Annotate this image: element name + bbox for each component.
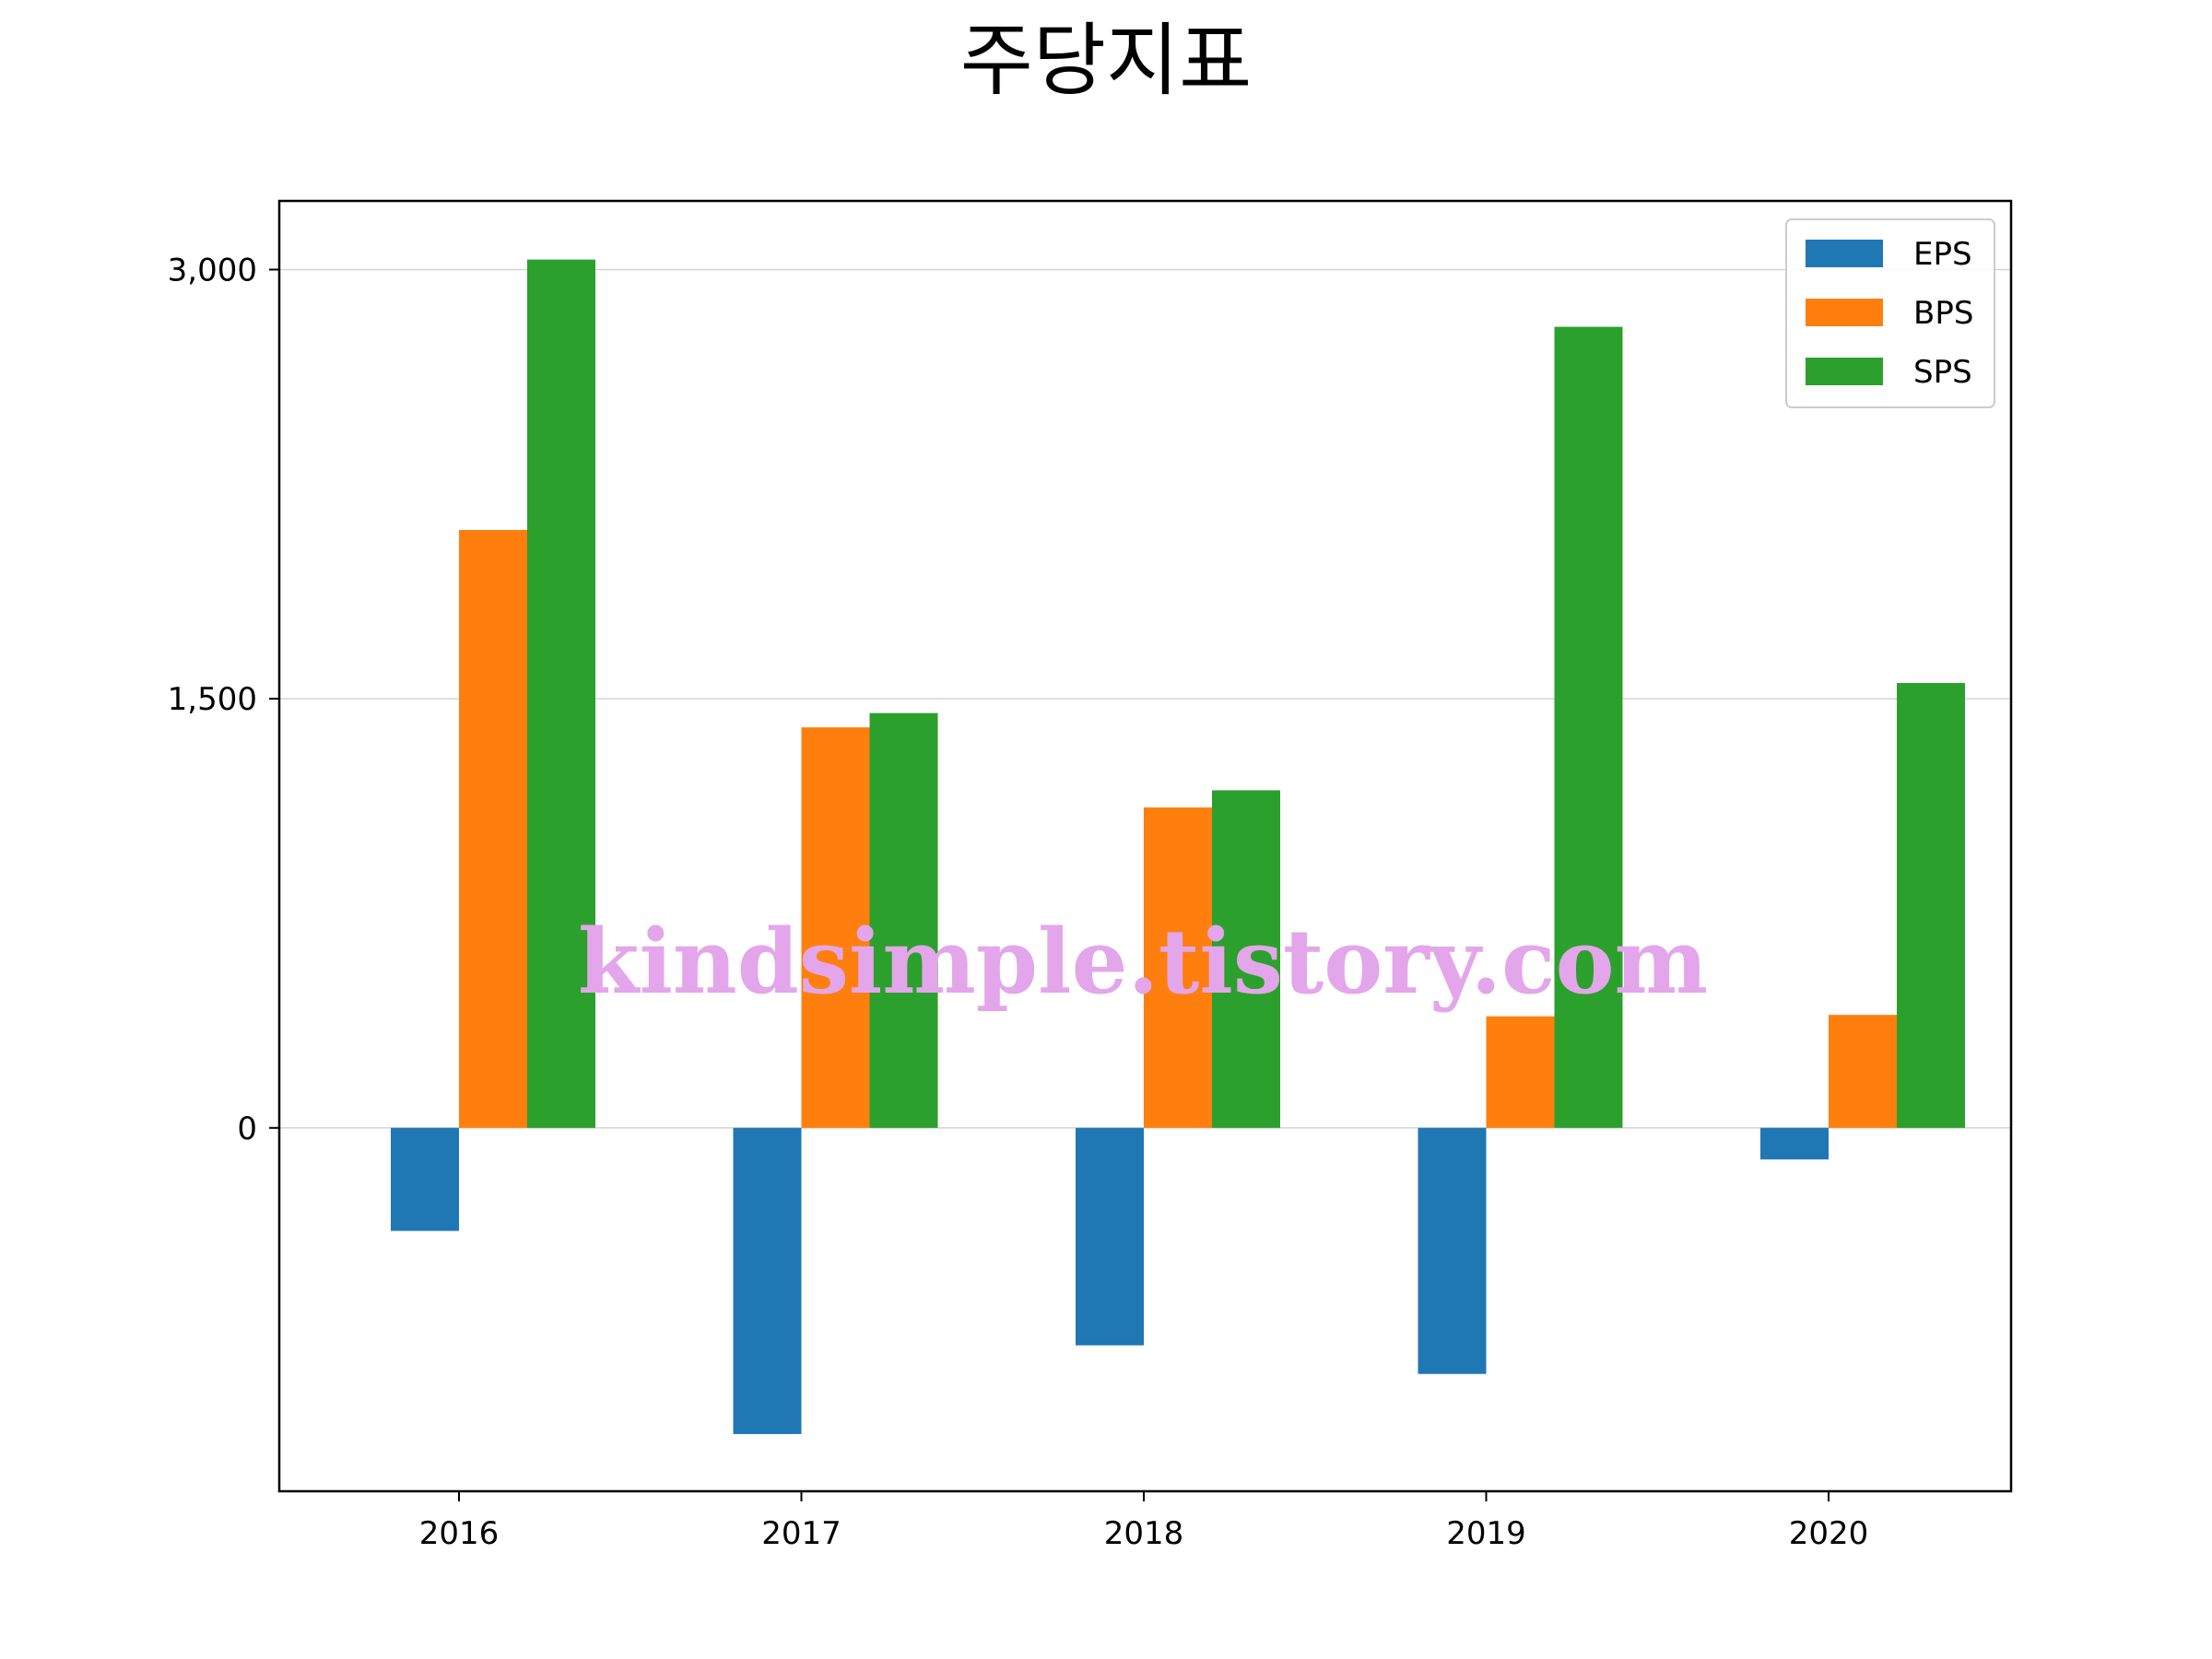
- bar-eps-2017: [733, 1127, 802, 1434]
- y-axis-ticks: 0 1,500 3,000: [168, 253, 279, 1147]
- x-tick-label: 2019: [1446, 1515, 1526, 1552]
- legend: EPS BPS SPS: [1785, 218, 1995, 408]
- bar-sps-2020: [1897, 683, 1965, 1128]
- bar-sps-2017: [869, 712, 938, 1128]
- legend-label-bps: BPS: [1913, 295, 1973, 332]
- bar-bps-2017: [801, 727, 870, 1128]
- legend-swatch-eps: [1806, 240, 1883, 267]
- legend-label-sps: SPS: [1913, 354, 1972, 391]
- legend-label-eps: EPS: [1913, 236, 1972, 273]
- x-tick-label: 2020: [1789, 1515, 1869, 1552]
- bar-sps-2019: [1554, 326, 1623, 1128]
- bars: [391, 259, 1965, 1434]
- x-tick-label: 2017: [761, 1515, 841, 1552]
- bar-bps-2020: [1829, 1015, 1897, 1128]
- x-tick-label: 2018: [1104, 1515, 1184, 1552]
- legend-swatch-bps: [1806, 299, 1883, 326]
- bar-eps-2020: [1760, 1127, 1829, 1159]
- y-tick-label: 1,500: [168, 681, 257, 718]
- bar-sps-2018: [1212, 790, 1280, 1128]
- bar-bps-2019: [1486, 1016, 1555, 1128]
- chart-title: 주당지표: [960, 15, 1252, 107]
- plot-area-frame: [277, 199, 2013, 1493]
- watermark: kindsimple.tistory.com: [578, 910, 1708, 1014]
- x-tick-label: 2016: [419, 1515, 500, 1552]
- bar-eps-2019: [1418, 1127, 1487, 1374]
- x-axis-ticks: 2016 2017 2018 2019 2020: [419, 1491, 1869, 1552]
- bar-eps-2016: [391, 1127, 459, 1231]
- y-tick-label: 3,000: [168, 253, 257, 289]
- bar-bps-2018: [1144, 807, 1212, 1128]
- bar-eps-2018: [1076, 1127, 1144, 1346]
- y-tick-label: 0: [237, 1111, 257, 1147]
- bar-sps-2016: [527, 259, 595, 1128]
- legend-swatch-sps: [1806, 358, 1883, 385]
- bar-bps-2016: [459, 529, 527, 1128]
